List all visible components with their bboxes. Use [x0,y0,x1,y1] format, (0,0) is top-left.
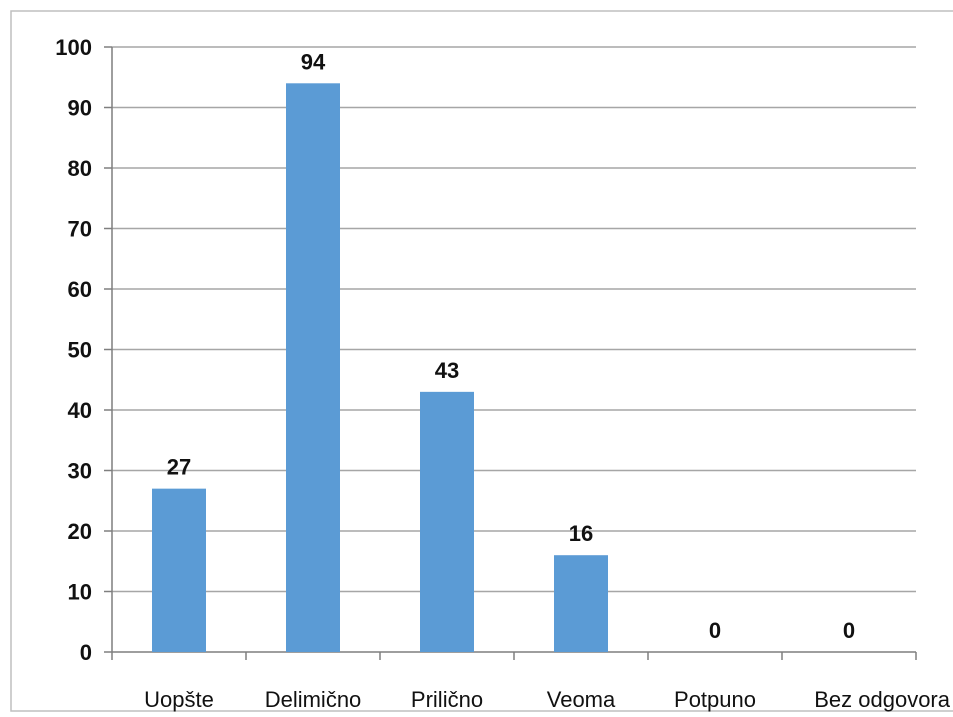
y-tick-label: 20 [68,519,92,544]
y-tick-label: 10 [68,580,92,605]
grid-lines [112,46,916,593]
y-tick-label: 80 [68,156,92,181]
y-tick-label: 50 [68,338,92,363]
chart-border [10,10,953,712]
data-label: 43 [435,358,459,383]
bar [420,391,474,652]
bar [286,83,340,653]
data-label: 27 [167,455,191,480]
data-label: 16 [569,521,593,546]
bar [554,555,608,652]
data-label: 0 [843,618,855,643]
category-label: Uopšte [144,687,214,712]
y-tick-label: 70 [68,217,92,242]
y-tick-label: 90 [68,96,92,121]
category-label: Prilično [411,687,483,712]
category-label: Delimično [265,687,362,712]
y-tick-label: 100 [55,35,92,60]
y-tick-label: 30 [68,459,92,484]
category-label: Veoma [547,687,616,712]
y-axis: 0 10 20 30 40 50 60 70 80 90 100 [55,35,113,665]
data-labels: 27 94 43 16 0 0 [167,49,855,643]
category-label: Bez odgovora [814,687,951,712]
x-axis [111,651,917,660]
category-label: Potpuno [674,687,756,712]
data-label: 0 [709,618,721,643]
category-labels: Uopšte Delimično Prilično Veoma Potpuno Bez o… [144,687,951,712]
y-tick-label: 40 [68,398,92,423]
bar [152,488,206,652]
data-label: 94 [301,49,326,74]
y-tick-label: 0 [80,640,92,665]
bars [152,83,608,653]
y-tick-label: 60 [68,277,92,302]
